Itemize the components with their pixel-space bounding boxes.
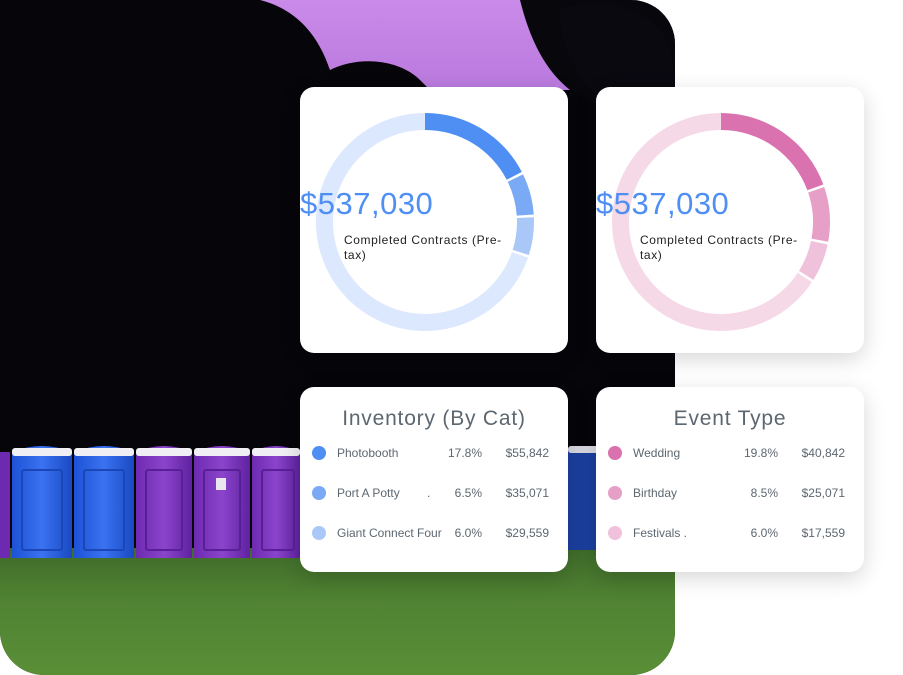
legend-percent: 17.8% — [447, 446, 482, 460]
legend-dot — [608, 486, 622, 500]
legend-percent: 19.8% — [743, 446, 778, 460]
legend-name: Festivals . — [633, 526, 688, 540]
inventory-legend-card: Inventory (By Cat) Photobooth 17.8% $55,… — [300, 387, 568, 572]
legend-value: $55,842 — [505, 446, 549, 460]
legend-name-suffix: . — [427, 486, 431, 500]
event-type-donut-card: $537,030 Completed Contracts (Pre-tax) — [596, 87, 864, 353]
donut-slice-port-a-potty — [507, 174, 534, 216]
donut-center-amount: $537,030 — [596, 186, 730, 221]
donut-slice-birthday — [808, 187, 830, 242]
legend-row-port-a-potty: Port A Potty . 6.5% $35,071 — [300, 483, 568, 503]
legend-dot — [608, 446, 622, 460]
legend-row-photobooth: Photobooth 17.8% $55,842 — [300, 443, 568, 463]
legend-percent: 8.5% — [750, 486, 778, 500]
legend-dot — [608, 526, 622, 540]
legend-name: Giant Connect Four — [337, 526, 442, 540]
donut-center-amount: $537,030 — [300, 186, 434, 221]
legend-title: Inventory (By Cat) — [342, 407, 526, 430]
inventory-donut-card: $537,030 Completed Contracts (Pre-tax) — [300, 87, 568, 353]
legend-row-wedding: Wedding 19.8% $40,842 — [596, 443, 864, 463]
legend-row-giant-connect-four: Giant Connect Four 6.0% $29,559 — [300, 523, 568, 543]
donut-slice-photobooth — [425, 113, 522, 180]
legend-percent: 6.0% — [750, 526, 778, 540]
legend-value: $29,559 — [505, 526, 549, 540]
legend-title: Event Type — [673, 407, 787, 430]
legend-value: $25,071 — [801, 486, 845, 500]
legend-value: $17,559 — [801, 526, 845, 540]
legend-row-birthday: Birthday 8.5% $25,071 — [596, 483, 864, 503]
inventory-donut-chart — [316, 113, 534, 331]
event-type-legend-card: Event Type Wedding 19.8% $40,842 Birthda… — [596, 387, 864, 572]
donut-slice-giant-connect-four — [512, 217, 534, 256]
legend-dot — [312, 486, 326, 500]
donut-slice-wedding — [721, 113, 824, 191]
donut-center-label: Completed Contracts (Pre-tax) — [640, 233, 798, 262]
legend-name: Birthday — [633, 486, 678, 500]
legend-dot — [312, 446, 326, 460]
legend-row-festivals: Festivals . 6.0% $17,559 — [596, 523, 864, 543]
legend-name: Port A Potty — [337, 486, 400, 500]
donut-center-label: Completed Contracts (Pre-tax) — [344, 233, 502, 262]
legend-value: $40,842 — [801, 446, 845, 460]
legend-percent: 6.5% — [454, 486, 482, 500]
legend-percent: 6.0% — [454, 526, 482, 540]
legend-name: Photobooth — [337, 446, 399, 460]
legend-value: $35,071 — [505, 486, 549, 500]
legend-name: Wedding — [633, 446, 681, 460]
event-type-donut-chart — [612, 113, 830, 331]
donut-slice-festivals — [798, 240, 828, 280]
legend-dot — [312, 526, 326, 540]
